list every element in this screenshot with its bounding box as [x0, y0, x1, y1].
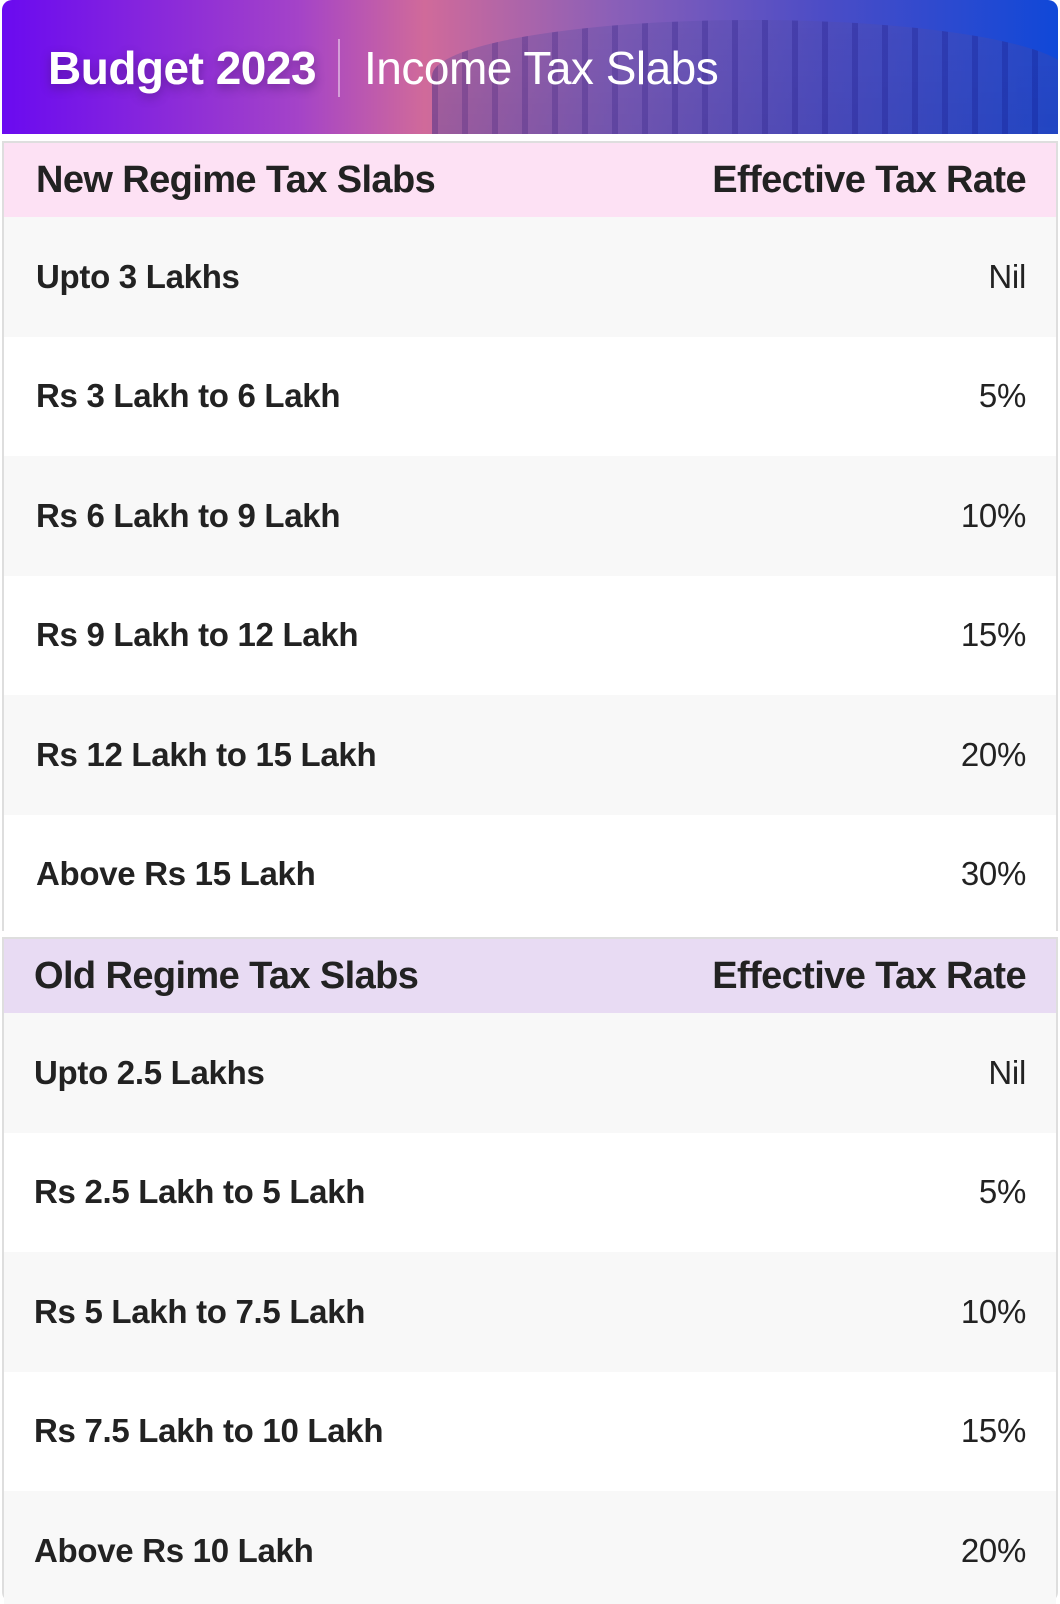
table-row: Rs 5 Lakh to 7.5 Lakh 10%	[4, 1252, 1056, 1372]
slab-cell: Above Rs 10 Lakh	[34, 1531, 314, 1569]
rate-cell: Nil	[988, 1053, 1026, 1091]
table-row: Rs 12 Lakh to 15 Lakh 20%	[4, 695, 1056, 815]
table-row: Rs 9 Lakh to 12 Lakh 15%	[4, 575, 1056, 695]
slab-cell: Above Rs 15 Lakh	[36, 855, 316, 893]
rate-cell: 20%	[960, 735, 1026, 773]
title-divider	[338, 39, 341, 97]
table-row: Upto 3 Lakhs Nil	[4, 217, 1056, 337]
table-row: Rs 2.5 Lakh to 5 Lakh 5%	[4, 1132, 1056, 1252]
rate-cell: 5%	[978, 377, 1026, 415]
parliament-building-image	[432, 20, 1058, 134]
rate-cell: 5%	[978, 1173, 1026, 1211]
table-row: Upto 2.5 Lakhs Nil	[4, 1013, 1056, 1133]
table-row: Rs 3 Lakh to 6 Lakh 5%	[4, 336, 1056, 456]
slab-cell: Rs 5 Lakh to 7.5 Lakh	[34, 1292, 366, 1330]
rate-cell: 15%	[960, 616, 1026, 654]
old-regime-table: Old Regime Tax Slabs Effective Tax Rate …	[2, 937, 1058, 1604]
table-row: Above Rs 10 Lakh 20%	[4, 1491, 1056, 1604]
new-regime-table: New Regime Tax Slabs Effective Tax Rate …	[2, 141, 1058, 934]
rate-cell: 10%	[960, 1292, 1026, 1330]
rate-cell: 15%	[960, 1412, 1026, 1450]
banner-title: Budget 2023 Income Tax Slabs	[48, 38, 719, 98]
slab-cell: Rs 3 Lakh to 6 Lakh	[36, 377, 341, 415]
new-regime-rows: Upto 3 Lakhs Nil Rs 3 Lakh to 6 Lakh 5% …	[4, 217, 1056, 934]
rate-column-header: Effective Tax Rate	[712, 158, 1026, 201]
slab-cell: Rs 2.5 Lakh to 5 Lakh	[34, 1173, 366, 1211]
rate-cell: 30%	[960, 855, 1026, 893]
old-regime-rows: Upto 2.5 Lakhs Nil Rs 2.5 Lakh to 5 Lakh…	[4, 1013, 1056, 1604]
slab-cell: Upto 3 Lakhs	[36, 257, 240, 295]
old-regime-header: Old Regime Tax Slabs Effective Tax Rate	[4, 939, 1056, 1013]
banner-title-main: Budget 2023	[48, 42, 317, 94]
slab-cell: Rs 7.5 Lakh to 10 Lakh	[34, 1412, 384, 1450]
rate-column-header: Effective Tax Rate	[712, 954, 1026, 997]
table-row: Rs 7.5 Lakh to 10 Lakh 15%	[4, 1371, 1056, 1491]
slab-cell: Rs 6 Lakh to 9 Lakh	[36, 496, 341, 534]
banner: Budget 2023 Income Tax Slabs	[2, 0, 1058, 134]
rate-cell: Nil	[988, 257, 1026, 295]
new-regime-header: New Regime Tax Slabs Effective Tax Rate	[4, 143, 1056, 217]
rate-cell: 10%	[960, 496, 1026, 534]
slab-column-header: Old Regime Tax Slabs	[34, 954, 419, 997]
banner-subtitle: Income Tax Slabs	[364, 42, 719, 94]
rate-cell: 20%	[960, 1531, 1026, 1569]
slab-cell: Rs 12 Lakh to 15 Lakh	[36, 735, 377, 773]
slab-cell: Upto 2.5 Lakhs	[34, 1053, 265, 1091]
slab-cell: Rs 9 Lakh to 12 Lakh	[36, 616, 359, 654]
table-row: Above Rs 15 Lakh 30%	[4, 814, 1056, 934]
table-row: Rs 6 Lakh to 9 Lakh 10%	[4, 456, 1056, 576]
slab-column-header: New Regime Tax Slabs	[36, 158, 436, 201]
